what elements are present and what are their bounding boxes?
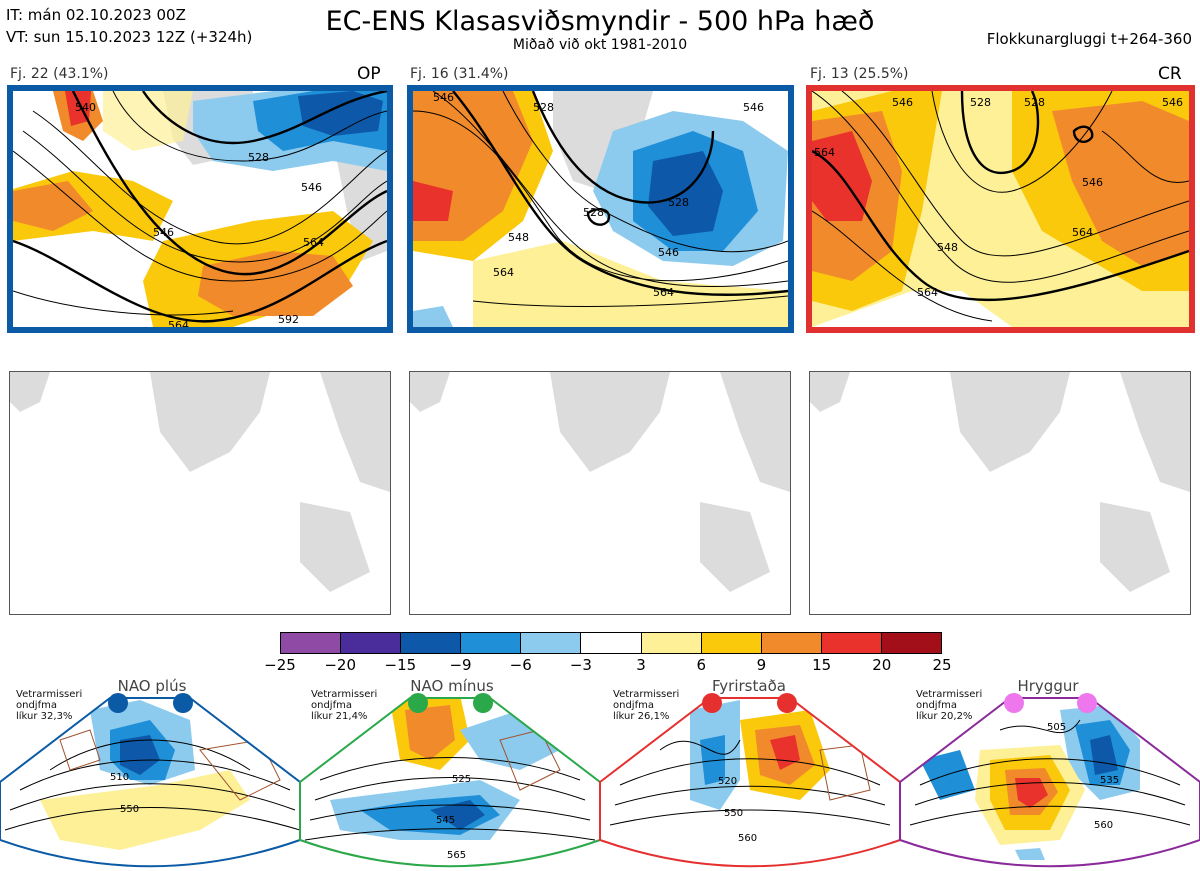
regime-1-title: NAO plús bbox=[117, 677, 187, 695]
regime-4-map: 505 535 560 bbox=[899, 693, 1200, 868]
colorbar bbox=[280, 632, 942, 654]
contour-label: 510 bbox=[110, 772, 129, 783]
colorbar-bin bbox=[341, 633, 402, 653]
contour-label: 565 bbox=[447, 850, 466, 861]
colorbar-bin bbox=[401, 633, 462, 653]
valid-time: VT: sun 15.10.2023 12Z (+324h) bbox=[6, 28, 253, 46]
contour-label: 546 bbox=[301, 181, 322, 194]
contour-label: 564 bbox=[493, 266, 514, 279]
colorbar-bin bbox=[461, 633, 522, 653]
contour-label: 564 bbox=[303, 236, 324, 249]
colorbar-tick-label: 3 bbox=[636, 656, 646, 674]
empty-basemap-1 bbox=[9, 371, 391, 615]
contour-label: 528 bbox=[668, 196, 689, 209]
regime-2-title: NAO mínus bbox=[410, 677, 494, 695]
contour-label: 546 bbox=[433, 91, 454, 104]
colorbar-bin bbox=[641, 633, 702, 653]
colorbar-tick-label: −9 bbox=[449, 656, 472, 674]
contour-label: 550 bbox=[120, 804, 139, 815]
contour-label: 564 bbox=[168, 319, 189, 327]
contour-label: 546 bbox=[1082, 176, 1103, 189]
contour-label: 564 bbox=[653, 286, 674, 299]
contour-label: 546 bbox=[153, 226, 174, 239]
colorbar-bin bbox=[581, 633, 642, 653]
regime-2-map: 525 545 565 bbox=[299, 693, 601, 868]
colorbar-tick-label: 20 bbox=[872, 656, 892, 674]
contour-label: 528 bbox=[1024, 96, 1045, 109]
colorbar-tick-label: −20 bbox=[324, 656, 356, 674]
colorbar-bin bbox=[701, 633, 762, 653]
cluster-3-label: Fj. 13 (25.5%) bbox=[810, 66, 909, 82]
regime-maps: 510 550 bbox=[0, 693, 1200, 868]
colorbar-tick-label: −15 bbox=[384, 656, 417, 674]
contour-label: 546 bbox=[1162, 96, 1183, 109]
contour-label: 560 bbox=[738, 833, 757, 844]
regime-1-map: 510 550 bbox=[0, 693, 301, 868]
empty-basemap-2 bbox=[409, 371, 791, 615]
colorbar-bin bbox=[821, 633, 882, 653]
contour-label: 546 bbox=[658, 246, 679, 259]
cluster-1-map: 540 528 546 546 564 564 592 bbox=[7, 85, 393, 333]
cluster-3-map: 546 528 528 546 564 546 548 564 564 bbox=[806, 85, 1195, 333]
regime-3-note: Vetrarmisseri ondjfma líkur 26,1% bbox=[613, 689, 680, 722]
regime-2-note: Vetrarmisseri ondjfma líkur 21,4% bbox=[311, 689, 378, 722]
contour-label: 548 bbox=[937, 241, 958, 254]
colorbar-tick-label: −25 bbox=[264, 656, 296, 674]
contour-label: 564 bbox=[814, 146, 835, 159]
colorbar-tick-label: −6 bbox=[509, 656, 532, 674]
colorbar-bin bbox=[761, 633, 822, 653]
colorbar-tick-label: 25 bbox=[932, 656, 952, 674]
cluster-2-label: Fj. 16 (31.4%) bbox=[410, 66, 509, 82]
regime-4-note: Vetrarmisseri ondjfma líkur 20,2% bbox=[916, 689, 983, 722]
contour-label: 520 bbox=[718, 776, 737, 787]
contour-label: 540 bbox=[75, 101, 96, 114]
cluster-1-label: Fj. 22 (43.1%) bbox=[10, 66, 109, 82]
contour-label: 564 bbox=[917, 286, 938, 299]
colorbar-bin bbox=[281, 633, 342, 653]
initial-time: IT: mán 02.10.2023 00Z bbox=[6, 6, 186, 24]
cluster-2-map: 546 528 546 528 528 548 564 546 564 bbox=[407, 85, 794, 333]
contour-label: 528 bbox=[248, 151, 269, 164]
contour-label: 564 bbox=[1072, 226, 1093, 239]
colorbar-bin bbox=[881, 633, 942, 653]
contour-label: 548 bbox=[508, 231, 529, 244]
contour-label: 528 bbox=[970, 96, 991, 109]
regime-3-map: 520 550 560 bbox=[599, 693, 901, 868]
regime-3-title: Fyrirstaða bbox=[712, 677, 786, 695]
contour-label: 592 bbox=[278, 313, 299, 326]
contour-label: 560 bbox=[1094, 820, 1113, 831]
classification-window: Flokkunargluggi t+264-360 bbox=[986, 30, 1192, 48]
regime-1-note: Vetrarmisseri ondjfma líkur 32,3% bbox=[16, 689, 83, 722]
contour-label: 545 bbox=[436, 815, 455, 826]
contour-label: 550 bbox=[724, 808, 743, 819]
empty-basemap-3 bbox=[809, 371, 1191, 615]
cluster-3-tag: CR bbox=[1158, 64, 1182, 84]
contour-label: 546 bbox=[743, 101, 764, 114]
colorbar-tick-label: 9 bbox=[756, 656, 767, 674]
colorbar-tick-label: 6 bbox=[696, 656, 707, 674]
contour-label: 528 bbox=[583, 206, 604, 219]
contour-label: 535 bbox=[1100, 775, 1119, 786]
contour-label: 528 bbox=[533, 101, 554, 114]
regime-4-title: Hryggur bbox=[1017, 677, 1079, 695]
contour-label: 546 bbox=[892, 96, 913, 109]
colorbar-tick-label: 15 bbox=[812, 656, 832, 674]
colorbar-bin bbox=[521, 633, 582, 653]
header-run-info: IT: mán 02.10.2023 00Z VT: sun 15.10.202… bbox=[6, 4, 252, 48]
cluster-1-tag: OP bbox=[357, 64, 381, 84]
page-subtitle: Miðað við okt 1981-2010 bbox=[512, 37, 688, 53]
page-title: EC-ENS Klasasviðsmyndir - 500 hPa hæð bbox=[325, 6, 875, 37]
contour-label: 525 bbox=[452, 774, 471, 785]
colorbar-tick-label: −3 bbox=[569, 656, 592, 674]
contour-label: 505 bbox=[1047, 722, 1066, 733]
